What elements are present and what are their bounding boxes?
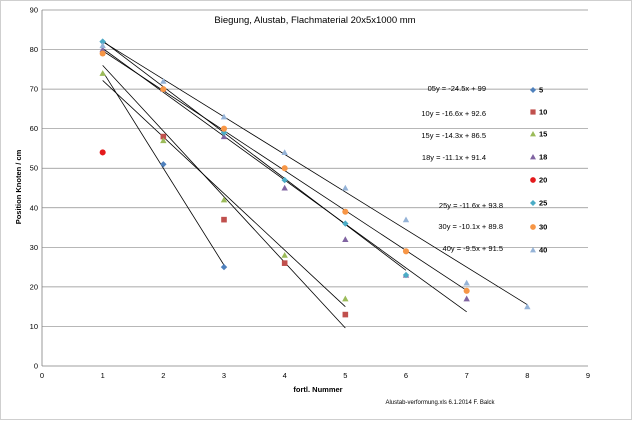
x-tick-label: 8: [525, 371, 529, 380]
x-tick-labels: 0 1 2 3 4 5 6 7 8 9: [40, 371, 590, 380]
data-point-series-15: [281, 252, 288, 258]
legend-label-40: 40: [539, 246, 547, 255]
data-point-series-40: [524, 303, 531, 310]
trendline-equations: 05y = -24.5x + 99 10y = -16.6x + 92.6 15y …: [421, 84, 503, 253]
data-point-series-30: [220, 125, 228, 132]
legend-marker-20: [530, 177, 536, 183]
x-tick-label: 6: [404, 371, 408, 380]
data-point-series-15: [220, 196, 228, 203]
legend-marker-18: [530, 154, 536, 160]
y-tick-label: 50: [30, 164, 38, 173]
x-tick-label: 7: [465, 371, 469, 380]
x-tick-label: 5: [343, 371, 347, 380]
x-tick-label: 3: [222, 371, 226, 380]
legend-label-10: 10: [539, 108, 547, 117]
axes: [41, 10, 588, 367]
legend-label-15: 15: [539, 130, 547, 139]
data-point-series-10: [160, 133, 167, 140]
data-point-series-40: [342, 184, 349, 191]
trendline-equation-15: 15y = -14.3x + 86.5: [421, 131, 486, 140]
data-point-series-40: [402, 216, 410, 223]
data-point-series-30: [463, 287, 470, 294]
data-point-series-15: [99, 70, 106, 76]
legend-marker-40: [530, 247, 536, 253]
data-point-series-10: [281, 260, 288, 266]
data-point-series-10: [221, 216, 227, 223]
legend-label-5: 5: [539, 86, 543, 95]
data-point-series-40: [160, 78, 167, 84]
y-tick-labels: 0 10 20 30 40 50 60 70 80 90: [30, 6, 38, 371]
data-point-series-40: [220, 113, 228, 120]
data-point-series-15: [342, 295, 349, 302]
y-tick-label: 70: [30, 85, 38, 94]
trendline-equation-30: 30y = -10.1x + 89.8: [438, 222, 503, 231]
legend-label-20: 20: [539, 176, 547, 185]
x-tick-label: 2: [161, 371, 165, 380]
data-point-series-25: [99, 38, 106, 45]
legend: 5 10 15 18 20 25 30 40: [530, 86, 547, 255]
data-point-series-30: [99, 50, 106, 57]
trendline-equation-10: 10y = -16.6x + 92.6: [421, 109, 486, 118]
trendline-25: [102, 40, 407, 271]
data-point-series-40: [463, 279, 470, 286]
legend-marker-30: [530, 224, 536, 230]
y-tick-label: 60: [30, 124, 38, 133]
data-point-series-18: [220, 133, 228, 140]
y-tick-label: 10: [30, 322, 38, 331]
trendline-equation-40: 40y = -9.5x + 91.5: [443, 244, 503, 253]
trendline-40: [102, 41, 528, 306]
x-tick-label: 1: [101, 371, 105, 380]
legend-label-18: 18: [539, 153, 547, 162]
data-point-series-18: [99, 46, 106, 53]
data-point-series-40: [281, 149, 288, 155]
footnote: Alustab-verformung.xls 6.1.2014 F. Balck: [385, 400, 495, 406]
data-point-series-15: [160, 137, 167, 144]
y-tick-label: 40: [30, 203, 38, 212]
trendline-05: [102, 71, 225, 266]
data-point-series-30: [342, 208, 349, 215]
data-point-series-25: [220, 129, 228, 136]
x-axis-label: fortl. Nummer: [293, 385, 342, 394]
legend-label-30: 30: [539, 223, 547, 232]
x-tick-label: 9: [586, 371, 590, 380]
legend-marker-5: [530, 87, 536, 93]
legend-label-25: 25: [539, 199, 547, 208]
trendline-equation-05: 05y = -24.5x + 99: [428, 84, 486, 93]
data-point-series-18: [281, 184, 288, 191]
chart-title: Biegung, Alustab, Flachmaterial 20x5x100…: [214, 15, 415, 26]
y-axis-label: Position Knoten / cm: [14, 149, 23, 224]
data-point-series-18: [342, 236, 349, 242]
data-point-series-5: [220, 263, 228, 271]
data-point-series-20: [99, 149, 106, 156]
legend-marker-25: [530, 200, 536, 206]
data-point-series-5: [160, 161, 167, 168]
legend-marker-10: [530, 109, 536, 115]
data-point-series-25: [342, 220, 349, 227]
x-tick-label: 4: [283, 371, 287, 380]
data-point-series-25: [402, 271, 410, 279]
y-tick-label: 80: [30, 45, 38, 54]
y-tick-label: 30: [30, 243, 38, 252]
trendline-15: [102, 80, 346, 307]
y-tick-label: 90: [30, 6, 38, 15]
y-tick-label: 0: [34, 362, 38, 371]
data-point-series-30: [281, 165, 288, 172]
data-point-series-30: [402, 248, 410, 255]
data-point-series-40: [99, 42, 106, 49]
data-point-series-10: [342, 311, 349, 318]
legend-marker-15: [530, 131, 536, 137]
x-tick-label: 0: [40, 371, 44, 380]
trendline-equation-25: 25y = -11.6x + 93.8: [439, 201, 503, 210]
data-point-series-18: [463, 295, 470, 302]
y-tick-label: 20: [30, 282, 38, 291]
data-point-series-30: [160, 86, 167, 93]
gridlines: [42, 9, 588, 327]
trendline-equation-18: 18y = -11.1x + 91.4: [422, 153, 486, 162]
data-points: [99, 38, 531, 318]
data-point-series-25: [281, 176, 288, 184]
